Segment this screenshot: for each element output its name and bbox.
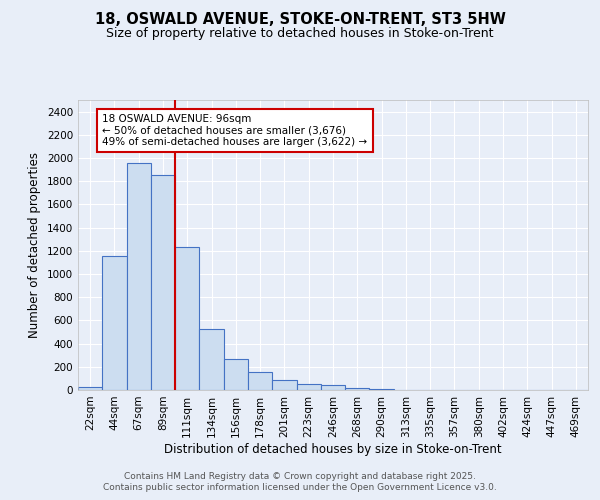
Text: Size of property relative to detached houses in Stoke-on-Trent: Size of property relative to detached ho… xyxy=(106,28,494,40)
Bar xyxy=(151,176,175,390)
Text: 18, OSWALD AVENUE, STOKE-ON-TRENT, ST3 5HW: 18, OSWALD AVENUE, STOKE-ON-TRENT, ST3 5… xyxy=(95,12,505,28)
Bar xyxy=(199,329,224,390)
Y-axis label: Number of detached properties: Number of detached properties xyxy=(28,152,41,338)
Bar xyxy=(78,387,102,390)
Text: 18 OSWALD AVENUE: 96sqm
← 50% of detached houses are smaller (3,676)
49% of semi: 18 OSWALD AVENUE: 96sqm ← 50% of detache… xyxy=(102,114,367,147)
Text: Contains public sector information licensed under the Open Government Licence v3: Contains public sector information licen… xyxy=(103,484,497,492)
Bar xyxy=(127,162,151,390)
Bar xyxy=(224,358,248,390)
Text: Contains HM Land Registry data © Crown copyright and database right 2025.: Contains HM Land Registry data © Crown c… xyxy=(124,472,476,481)
Bar xyxy=(296,384,321,390)
Bar xyxy=(345,388,370,390)
Bar xyxy=(272,380,296,390)
Bar xyxy=(370,389,394,390)
X-axis label: Distribution of detached houses by size in Stoke-on-Trent: Distribution of detached houses by size … xyxy=(164,442,502,456)
Bar xyxy=(102,256,127,390)
Bar xyxy=(321,385,345,390)
Bar xyxy=(248,372,272,390)
Bar xyxy=(175,248,199,390)
